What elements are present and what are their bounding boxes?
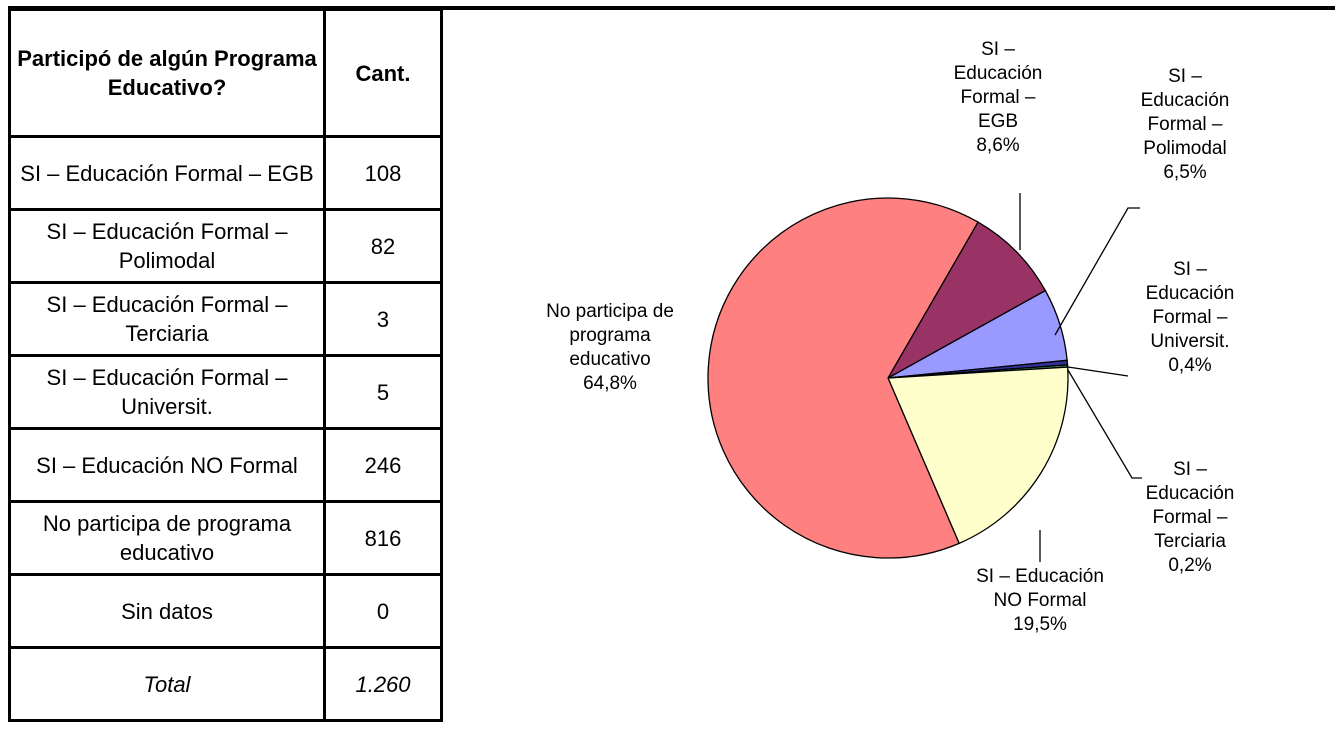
table-row: SI – Educación Formal – Terciaria 3	[8, 281, 443, 357]
count-cell: 5	[323, 354, 443, 430]
slice-label: No participa de programa educativo 64,8%	[530, 300, 690, 396]
table: Participó de algún Programa Educativo? C…	[8, 8, 443, 722]
top-border	[8, 6, 1335, 10]
pie-slice	[887, 366, 1069, 545]
header-cell: Participó de algún Programa Educativo?	[8, 8, 326, 138]
table-row: SI – Educación Formal – Polimodal 82	[8, 208, 443, 284]
slice-name: SI – Educación Formal – EGB	[953, 39, 1043, 132]
slice-label: SI – Educación Formal – EGB 8,6%	[943, 38, 1053, 158]
leader-line	[1054, 207, 1140, 336]
slice-value: 64,8%	[583, 373, 637, 394]
label-cell: SI – Educación Formal – EGB	[8, 135, 326, 211]
pie-slice	[886, 221, 1047, 380]
label-cell: No participa de programa educativo	[8, 500, 326, 576]
slice-label: SI – Educación Formal – Terciaria 0,2%	[1135, 458, 1245, 578]
count-cell: 3	[323, 281, 443, 357]
slice-name: SI – Educación Formal – Universit.	[1145, 259, 1235, 352]
slice-name: No participa de programa educativo	[546, 301, 674, 370]
slice-label: SI – Educación Formal – Universit. 0,4%	[1135, 258, 1245, 378]
table-row: SI – Educación Formal – EGB 108	[8, 135, 443, 211]
label-cell: Total	[8, 646, 326, 722]
slice-value: 6,5%	[1163, 162, 1207, 183]
count-cell: 816	[323, 500, 443, 576]
count-cell: 82	[323, 208, 443, 284]
slice-name: SI – Educación Formal – Terciaria	[1145, 459, 1235, 552]
label-cell: SI – Educación Formal – Polimodal	[8, 208, 326, 284]
slice-value: 0,2%	[1168, 555, 1212, 576]
slice-value: 19,5%	[1013, 614, 1067, 635]
label-cell: Sin datos	[8, 573, 326, 649]
count-cell: 108	[323, 135, 443, 211]
label-cell: SI – Educación Formal – Terciaria	[8, 281, 326, 357]
count-cell: 1.260	[323, 646, 443, 722]
slices	[707, 197, 1069, 559]
label-cell: SI – Educación Formal – Universit.	[8, 354, 326, 430]
slice-value: 0,4%	[1168, 355, 1212, 376]
leader-line	[1067, 369, 1142, 479]
header-cell: Cant.	[323, 8, 443, 138]
count-cell: 246	[323, 427, 443, 503]
slice-name: SI – Educación NO Formal	[976, 566, 1104, 611]
table-row: Total 1.260	[8, 646, 443, 722]
header-row: Participó de algún Programa Educativo? C…	[8, 8, 443, 138]
table-row: SI – Educación NO Formal 246	[8, 427, 443, 503]
slice-label: SI – Educación NO Formal 19,5%	[975, 565, 1105, 637]
count-cell: 0	[323, 573, 443, 649]
table-row: Sin datos 0	[8, 573, 443, 649]
table-row: No participa de programa educativo 816	[8, 500, 443, 576]
label-cell: SI – Educación NO Formal	[8, 427, 326, 503]
leader-lines	[1019, 193, 1142, 562]
table-row: SI – Educación Formal – Universit. 5	[8, 354, 443, 430]
pie-slice	[707, 197, 979, 559]
leader-line	[1067, 366, 1129, 377]
slice-label: SI – Educación Formal – Polimodal 6,5%	[1130, 65, 1240, 185]
slice-value: 8,6%	[976, 135, 1020, 156]
slice-name: SI – Educación Formal – Polimodal	[1140, 66, 1230, 159]
